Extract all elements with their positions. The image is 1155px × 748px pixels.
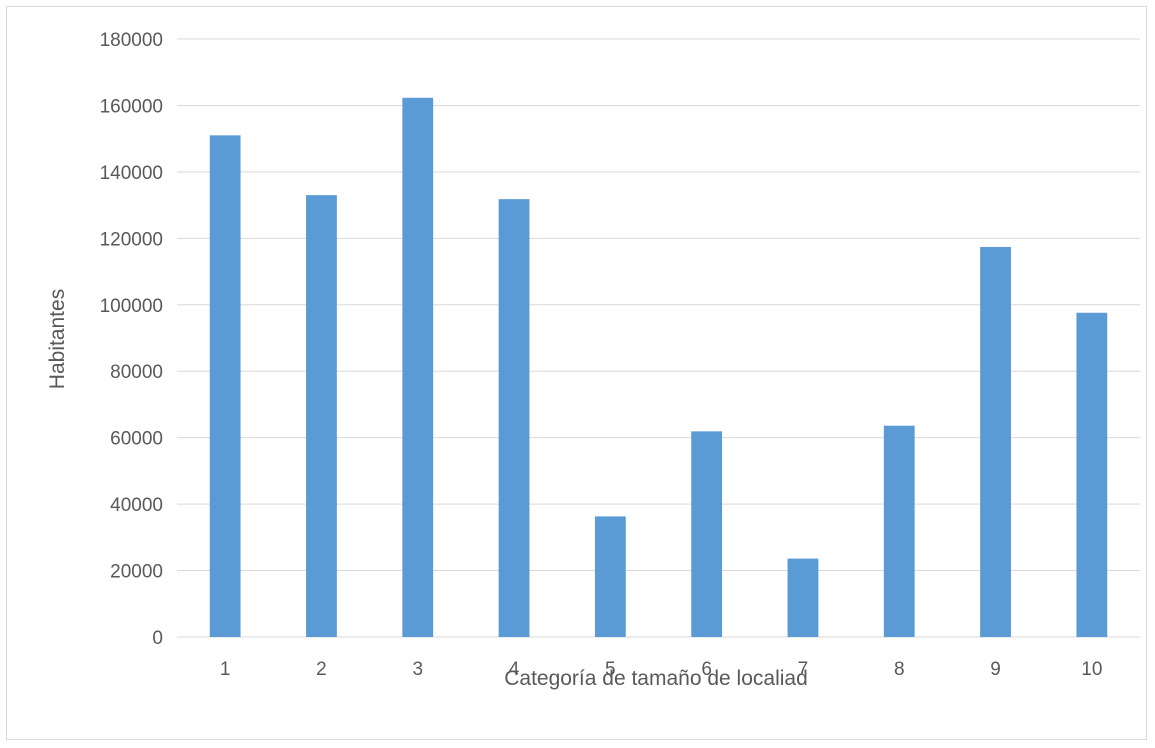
y-tick-label: 140000 — [100, 163, 163, 184]
x-tick-label: 2 — [316, 659, 327, 680]
y-tick-label: 60000 — [110, 429, 163, 450]
y-axis-label: Habitantes — [46, 289, 69, 389]
x-tick-label: 5 — [605, 659, 616, 680]
y-tick-label: 120000 — [100, 229, 163, 250]
x-axis-label: Categoría de tamaño de localiad — [504, 667, 808, 690]
x-tick-label: 7 — [798, 659, 809, 680]
y-tick-label: 20000 — [110, 562, 163, 583]
y-tick-label: 0 — [152, 628, 163, 649]
y-tick-label: 40000 — [110, 495, 163, 516]
bars — [209, 97, 1108, 637]
bar-category-4 — [498, 199, 530, 637]
bar-category-5 — [594, 516, 626, 637]
x-tick-label: 6 — [701, 659, 712, 680]
y-axis-ticks: 0 20000 40000 60000 80000 100000 120000 140000 1… — [100, 30, 163, 649]
x-tick-label: 4 — [509, 659, 520, 680]
x-tick-label: 9 — [990, 659, 1001, 680]
bar-chart: 0 20000 40000 60000 80000 100000 120000 140000 1… — [46, 30, 1140, 690]
chart-frame: 0 20000 40000 60000 80000 100000 120000 140000 1… — [6, 6, 1147, 740]
x-tick-label: 3 — [412, 659, 423, 680]
bar-category-9 — [980, 246, 1011, 637]
bar-category-2 — [306, 195, 337, 637]
y-tick-label: 180000 — [100, 30, 163, 51]
y-tick-label: 80000 — [110, 362, 163, 383]
bar-category-7 — [787, 558, 819, 637]
x-axis-ticks: 1 2 3 4 5 6 7 8 9 10 — [220, 659, 1103, 680]
gridlines — [177, 38, 1140, 638]
x-tick-label: 8 — [894, 659, 905, 680]
bar-category-8 — [883, 425, 915, 637]
y-tick-label: 160000 — [100, 96, 163, 117]
x-tick-label: 10 — [1081, 659, 1102, 680]
bar-category-3 — [402, 97, 434, 637]
x-tick-label: 1 — [220, 659, 231, 680]
bar-category-10 — [1076, 312, 1108, 637]
bar-category-1 — [209, 135, 241, 637]
y-tick-label: 100000 — [100, 296, 163, 317]
bar-category-6 — [691, 431, 723, 637]
